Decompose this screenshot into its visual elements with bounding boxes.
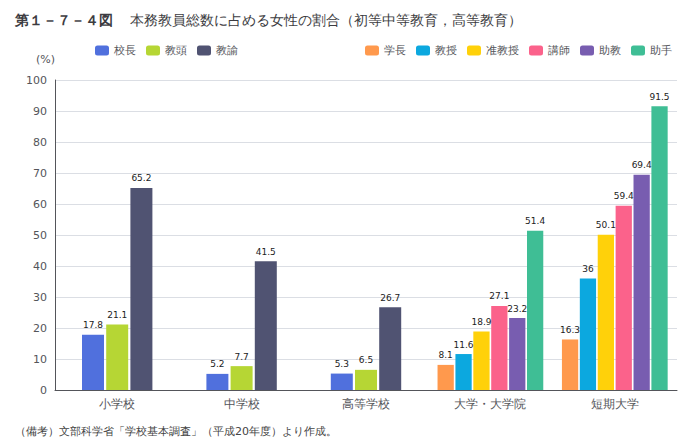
svg-text:助手: 助手 — [650, 44, 672, 57]
svg-text:23.2: 23.2 — [507, 304, 527, 314]
svg-text:70: 70 — [33, 167, 47, 180]
svg-text:27.1: 27.1 — [489, 291, 509, 301]
svg-text:18.9: 18.9 — [471, 317, 491, 327]
svg-text:教諭: 教諭 — [216, 44, 238, 57]
svg-text:16.3: 16.3 — [560, 325, 580, 335]
svg-text:69.4: 69.4 — [632, 160, 652, 170]
svg-text:本務教員総数に占める女性の割合（初等中等教育，高等教育）: 本務教員総数に占める女性の割合（初等中等教育，高等教育） — [130, 12, 522, 28]
svg-text:校長: 校長 — [113, 44, 136, 57]
svg-text:80: 80 — [33, 136, 47, 149]
svg-text:8.1: 8.1 — [438, 350, 452, 360]
svg-text:50: 50 — [33, 229, 47, 242]
svg-text:90: 90 — [33, 105, 47, 118]
svg-text:40: 40 — [33, 260, 47, 273]
svg-text:高等学校: 高等学校 — [342, 397, 390, 411]
svg-text:准教授: 准教授 — [486, 44, 519, 57]
svg-text:50.1: 50.1 — [596, 220, 616, 230]
svg-text:講師: 講師 — [548, 44, 570, 57]
svg-text:助教: 助教 — [599, 44, 621, 57]
svg-text:17.8: 17.8 — [83, 320, 103, 330]
svg-text:大学・大学院: 大学・大学院 — [454, 397, 526, 411]
svg-text:6.5: 6.5 — [359, 355, 373, 365]
svg-text:60: 60 — [33, 198, 47, 211]
svg-text:65.2: 65.2 — [131, 173, 151, 183]
svg-text:(%): (%) — [36, 53, 55, 66]
svg-text:51.4: 51.4 — [525, 216, 545, 226]
svg-text:教頭: 教頭 — [165, 44, 187, 57]
svg-text:5.3: 5.3 — [335, 359, 349, 369]
svg-text:学長: 学長 — [384, 44, 406, 57]
svg-text:10: 10 — [33, 353, 47, 366]
svg-text:小学校: 小学校 — [99, 397, 135, 411]
svg-text:0: 0 — [40, 384, 47, 397]
svg-text:5.2: 5.2 — [210, 359, 224, 369]
svg-text:30: 30 — [33, 291, 47, 304]
svg-text:91.5: 91.5 — [650, 92, 670, 102]
svg-text:11.6: 11.6 — [454, 340, 474, 350]
svg-text:短期大学: 短期大学 — [591, 397, 639, 411]
svg-text:（備考）文部科学省「学校基本調査」（平成20年度）より作成。: （備考）文部科学省「学校基本調査」（平成20年度）より作成。 — [15, 425, 337, 438]
svg-text:41.5: 41.5 — [256, 247, 276, 257]
svg-text:21.1: 21.1 — [107, 310, 127, 320]
svg-text:100: 100 — [26, 74, 47, 87]
svg-text:7.7: 7.7 — [234, 352, 248, 362]
svg-text:20: 20 — [33, 322, 47, 335]
svg-text:第１－７－４図: 第１－７－４図 — [14, 12, 113, 28]
svg-text:26.7: 26.7 — [380, 293, 400, 303]
svg-text:59.4: 59.4 — [614, 191, 634, 201]
svg-text:36: 36 — [582, 264, 594, 274]
svg-text:教授: 教授 — [435, 44, 457, 57]
svg-text:中学校: 中学校 — [224, 397, 260, 411]
